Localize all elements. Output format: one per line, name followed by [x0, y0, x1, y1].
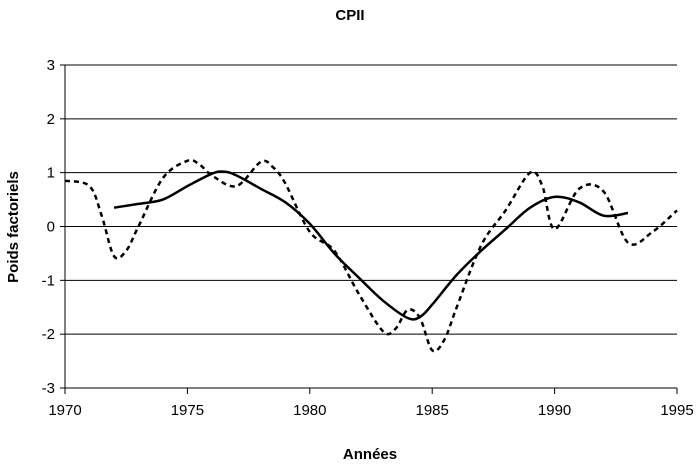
y-tick-label: -1: [42, 272, 55, 289]
x-tick-label: 1995: [660, 402, 693, 419]
x-tick-label: 1990: [538, 402, 571, 419]
y-tick-label: -3: [42, 380, 55, 397]
dashed-series-line: [64, 158, 678, 353]
x-tick-label: 1985: [416, 402, 449, 419]
y-axis-label: Poids factoriels: [5, 171, 22, 283]
x-axis-label: Années: [343, 446, 397, 463]
series-group: [64, 158, 678, 353]
x-tick-label: 1975: [171, 402, 204, 419]
y-tick-label: 0: [47, 219, 55, 236]
x-tick-label: 1980: [293, 402, 326, 419]
x-tick-labels: 1970 1975 1980 1985 1990 1995: [48, 402, 693, 419]
axes: [60, 64, 678, 394]
solid-series-line: [113, 170, 629, 321]
chart-title: CPII: [335, 7, 364, 24]
y-tick-label: 1: [47, 165, 55, 182]
y-tick-labels: 3 2 1 0 -1 -2 -3: [42, 57, 55, 397]
grid: [65, 64, 677, 335]
x-tick-label: 1970: [48, 402, 81, 419]
y-tick-label: -2: [42, 326, 55, 343]
y-tick-label: 3: [47, 57, 55, 74]
y-tick-label: 2: [47, 111, 55, 128]
